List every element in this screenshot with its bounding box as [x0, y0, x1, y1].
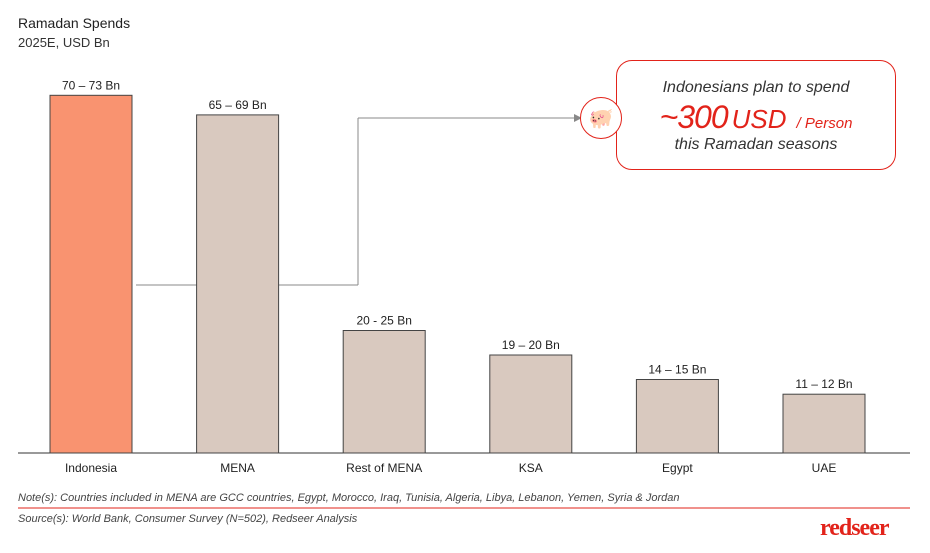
notes: Note(s): Countries included in MENA are … — [18, 492, 680, 504]
callout-amount: ~300 — [659, 99, 729, 135]
chart-subtitle: 2025E, USD Bn — [18, 35, 110, 50]
bar-ksa — [489, 354, 573, 454]
bar-rest-of-mena — [342, 330, 426, 454]
bar-indonesia — [49, 94, 133, 454]
bar-egypt — [635, 379, 719, 454]
x-tick-label: KSA — [519, 461, 543, 475]
arrow-head — [574, 114, 582, 122]
x-tick-label: Indonesia — [65, 461, 117, 475]
callout-currency: USD — [731, 104, 787, 134]
x-tick-label: Egypt — [662, 461, 693, 475]
data-label: 65 – 69 Bn — [209, 98, 267, 112]
bar-uae — [782, 393, 866, 454]
callout-box: Indonesians plan to spend ~300 USD / Perso… — [616, 60, 896, 170]
source: Source(s): World Bank, Consumer Survey (… — [18, 513, 358, 525]
piggy-bank-icon: 🐖 — [580, 97, 622, 139]
redseer-logo: redseer — [820, 515, 890, 541]
x-tick-label: Rest of MENA — [346, 461, 422, 475]
data-label: 20 - 25 Bn — [357, 314, 412, 328]
data-label: 19 – 20 Bn — [502, 338, 560, 352]
data-label: 11 – 12 Bn — [795, 377, 852, 391]
callout-line1: Indonesians plan to spend — [662, 79, 850, 96]
callout-line3: this Ramadan seasons — [674, 136, 838, 153]
bar-mena — [196, 114, 280, 454]
data-label: 70 – 73 Bn — [62, 78, 120, 92]
x-tick-label: MENA — [220, 461, 255, 475]
x-tick-label: UAE — [812, 461, 837, 475]
data-label: 14 – 15 Bn — [648, 363, 706, 377]
callout-per: / Person — [796, 115, 853, 132]
chart-title: Ramadan Spends — [18, 15, 131, 31]
